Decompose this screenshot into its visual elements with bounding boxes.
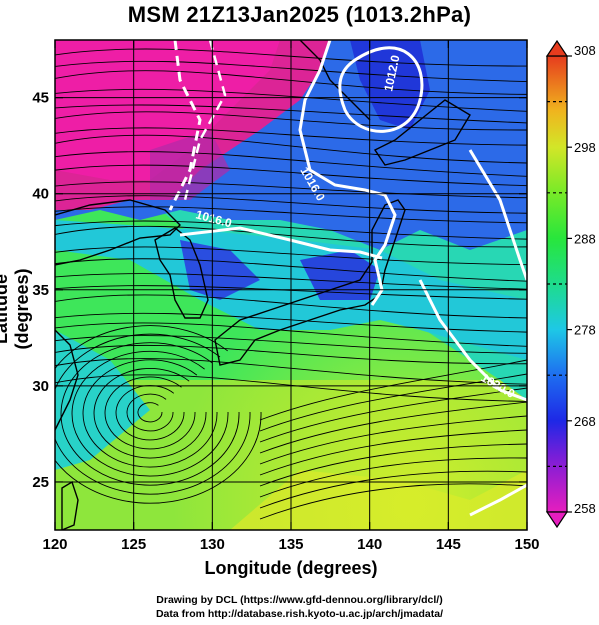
xtick-label-150: 150 xyxy=(514,536,539,553)
credit-drawing: Drawing by DCL (https://www.gfd-dennou.o… xyxy=(156,594,443,606)
colorbar-min-arrow xyxy=(545,511,569,529)
ytick-label-45: 45 xyxy=(32,90,49,107)
cyclone-streamline xyxy=(55,333,251,495)
streamline xyxy=(55,151,527,177)
colorbar-label-268: 268 xyxy=(574,414,596,429)
streamline xyxy=(55,344,527,365)
streamline xyxy=(55,134,527,164)
cyclone-streamline xyxy=(93,367,207,459)
colorbar-label-258: 258 xyxy=(574,501,596,516)
streamline xyxy=(55,127,527,146)
streamline xyxy=(55,220,527,240)
coastline xyxy=(55,40,471,530)
streamline xyxy=(55,294,527,319)
streamline xyxy=(55,374,527,402)
streamline xyxy=(55,181,527,199)
colorbar-label-308: 308 xyxy=(574,43,596,58)
colorbar-max-arrow xyxy=(545,39,569,57)
streamline xyxy=(55,60,527,82)
colorbar: 308 298 288 278 268 258 xyxy=(545,39,596,529)
streamline xyxy=(55,285,527,300)
credit-data: Data from http://database.rish.kyoto-u.a… xyxy=(155,608,444,620)
cyclone-streamline xyxy=(71,350,229,477)
streamline xyxy=(55,48,527,67)
xtick-label-145: 145 xyxy=(436,536,461,553)
xtick-label-140: 140 xyxy=(357,536,382,553)
streamline xyxy=(55,273,527,290)
cyclone-streamline xyxy=(60,342,240,486)
streamline xyxy=(55,246,527,266)
streamline xyxy=(55,358,527,385)
tick-labels: 120 125 130 135 140 145 150 25 30 35 40 45 xyxy=(32,90,539,553)
gridlines xyxy=(55,40,527,530)
ytick-label-25: 25 xyxy=(32,474,49,491)
axis-ticks xyxy=(54,40,528,530)
streamline xyxy=(55,164,527,187)
streamline xyxy=(55,335,527,354)
cyclone-streamline xyxy=(82,359,218,468)
streamline xyxy=(55,88,527,112)
streamline xyxy=(55,258,527,282)
temperature-field: 1012.0 1016.0 1016.0 1020.0 xyxy=(55,40,527,530)
streamline xyxy=(55,195,527,214)
colorbar-ticks xyxy=(547,55,572,513)
xtick-label-125: 125 xyxy=(121,536,146,553)
xtick-label-130: 130 xyxy=(200,536,225,553)
ytick-label-35: 35 xyxy=(32,282,49,299)
cyclone-streamline xyxy=(137,402,163,423)
xtick-label-135: 135 xyxy=(278,536,303,553)
ytick-label-30: 30 xyxy=(32,378,49,395)
map-title: MSM 21Z13Jan2025 (1013.2hPa) xyxy=(127,2,472,27)
cyclone-streamline xyxy=(55,325,262,504)
colorbar-label-298: 298 xyxy=(574,140,596,155)
cyclone-streamline xyxy=(126,393,174,432)
ytick-label-40: 40 xyxy=(32,186,49,203)
cyclone-streamline xyxy=(104,376,196,450)
wind-streamlines xyxy=(55,48,527,520)
streamline xyxy=(55,322,527,347)
streamline xyxy=(55,312,527,333)
streamline xyxy=(55,206,527,224)
x-axis-label: Longitude (degrees) xyxy=(204,558,378,578)
streamline xyxy=(55,111,527,131)
colorbar-label-288: 288 xyxy=(574,231,596,246)
streamline xyxy=(55,70,527,95)
streamline xyxy=(55,104,527,124)
y-axis-label: Latitude (degrees) xyxy=(0,268,32,350)
xtick-label-120: 120 xyxy=(42,536,67,553)
colorbar-label-278: 278 xyxy=(574,323,596,338)
colorbar-labels: 308 298 288 278 268 258 xyxy=(574,43,596,516)
